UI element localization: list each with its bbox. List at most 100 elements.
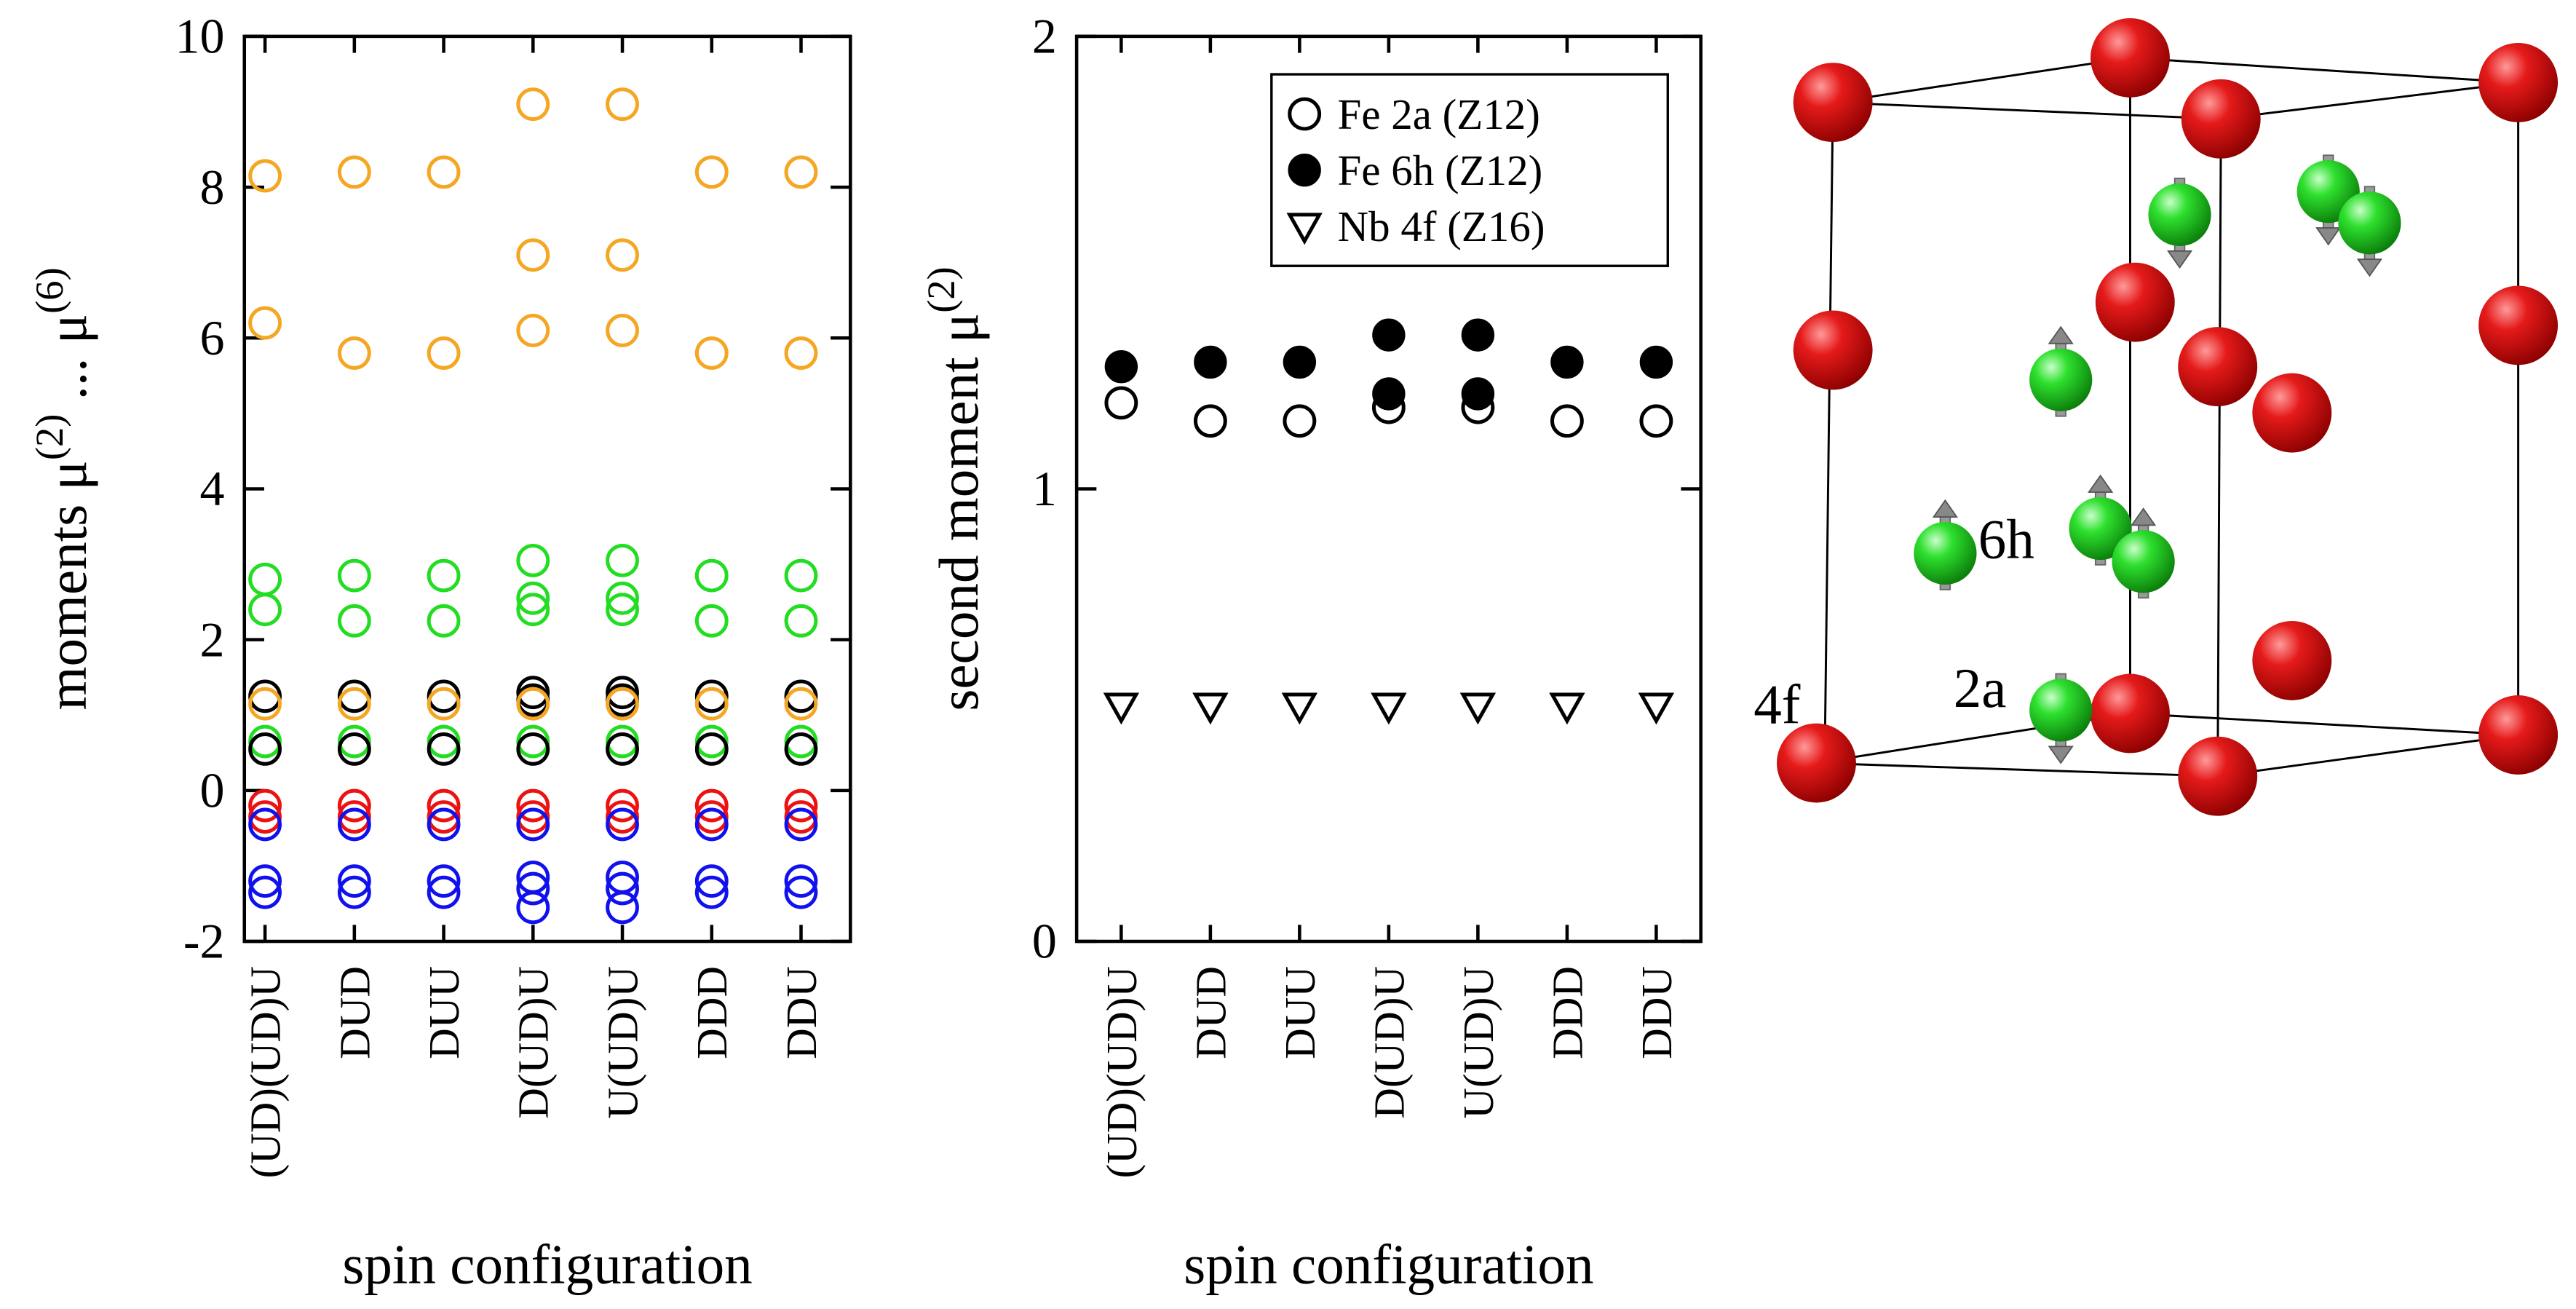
x-tick-label: D(UD)U [1365, 966, 1413, 1119]
marker [606, 593, 639, 627]
marker [248, 875, 282, 909]
y-axis-label-part: (2) [27, 414, 71, 460]
marker [784, 864, 818, 898]
x-tick-label: DDU [1633, 966, 1681, 1059]
marker [1459, 692, 1497, 725]
marker [427, 679, 461, 713]
marker [606, 314, 639, 347]
fe-atom [2029, 679, 2093, 742]
spin-arrow-head [2356, 258, 2383, 277]
marker [1286, 213, 1323, 245]
marker [784, 724, 818, 759]
y-axis-label-part: moments μ [36, 460, 98, 710]
marker [1372, 377, 1406, 411]
marker [516, 87, 550, 122]
nb-atom [2478, 42, 2559, 122]
marker [1638, 692, 1675, 725]
marker [784, 604, 818, 638]
marker [427, 788, 461, 823]
marker [1639, 404, 1673, 438]
y-axis-label-part: second moment μ [927, 313, 990, 711]
marker [606, 543, 639, 577]
fe-atom [2112, 530, 2175, 593]
marker [248, 788, 282, 823]
marker [516, 581, 550, 615]
y-tick-label: 6 [199, 310, 224, 365]
marker [784, 687, 818, 721]
nb-atom [1793, 310, 1873, 390]
marker [1283, 345, 1317, 379]
marker [516, 871, 550, 906]
marker [248, 679, 282, 713]
marker [1639, 345, 1673, 379]
spin-arrow-head [1932, 499, 1959, 518]
y-tick-label: 2 [199, 612, 224, 667]
marker [1288, 153, 1321, 187]
marker [1104, 386, 1138, 420]
marker [694, 732, 729, 766]
marker [694, 336, 729, 370]
marker [337, 155, 371, 189]
y-tick-label: 4 [199, 461, 224, 516]
marker [606, 238, 639, 272]
marker [248, 807, 282, 842]
marker [337, 336, 371, 370]
marker [694, 875, 729, 909]
x-tick-label: DUU [420, 966, 468, 1059]
marker [337, 724, 371, 759]
y-tick-label: -2 [183, 914, 225, 969]
marker [516, 732, 550, 766]
marker [248, 724, 282, 759]
spin-arrow-head [2048, 325, 2074, 344]
marker [1461, 318, 1495, 352]
y-axis-label: second moment μ(2) [919, 266, 990, 711]
y-axis-label-part: (6) [27, 267, 71, 313]
marker [606, 890, 639, 925]
marker [606, 724, 639, 759]
marker [516, 807, 550, 842]
fe-atom [2148, 183, 2211, 247]
site-label: 4f [1753, 673, 1801, 736]
legend-label: Fe 2a (Z12) [1338, 90, 1540, 138]
marker [427, 807, 461, 842]
marker [427, 336, 461, 370]
marker [337, 875, 371, 909]
x-tick-label: DDU [777, 966, 825, 1059]
x-tick-label: D(UD)U [510, 966, 558, 1119]
marker [1288, 97, 1322, 131]
site-label: 2a [1954, 657, 2007, 719]
marker [427, 687, 461, 721]
marker [1372, 318, 1406, 352]
marker [694, 807, 729, 842]
nb-atom [2252, 373, 2332, 453]
marker [248, 732, 282, 766]
spin-arrow-head [2166, 250, 2193, 269]
y-tick-label: 0 [1032, 914, 1057, 969]
marker [516, 724, 550, 759]
marker [694, 687, 729, 721]
marker [606, 581, 639, 615]
site-label: 6h [1978, 508, 2034, 571]
marker [694, 558, 729, 593]
marker [1371, 692, 1407, 725]
marker [427, 732, 461, 766]
marker [1549, 692, 1585, 725]
y-tick-label: 0 [199, 763, 224, 818]
marker [516, 788, 550, 823]
marker [337, 788, 371, 823]
spin-arrow-head [2048, 746, 2074, 764]
cell-edge [1823, 102, 1834, 764]
x-tick-label: DDD [688, 966, 736, 1059]
marker [694, 679, 729, 713]
marker [784, 155, 818, 189]
x-axis-label: spin configuration [342, 1233, 752, 1296]
marker [248, 864, 282, 898]
marker [427, 875, 461, 909]
marker [337, 558, 371, 593]
marker [516, 593, 550, 627]
marker [516, 890, 550, 925]
marker [427, 724, 461, 759]
nb-atom [2095, 262, 2175, 342]
marker [694, 864, 729, 898]
nb-atom [2252, 620, 2332, 700]
